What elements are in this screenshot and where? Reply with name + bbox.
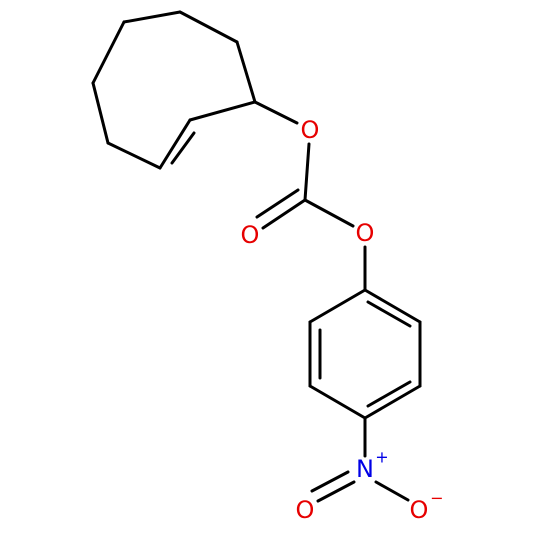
atom-label: O [296, 496, 315, 524]
atom-label: O [356, 219, 375, 247]
atom-label: O [301, 116, 320, 144]
charge: + [375, 448, 388, 467]
atom-label: O [410, 496, 429, 524]
charge: − [430, 489, 443, 508]
atom-label: N [356, 455, 374, 483]
bonds [91, 10, 422, 503]
atom-label: O [241, 221, 260, 249]
